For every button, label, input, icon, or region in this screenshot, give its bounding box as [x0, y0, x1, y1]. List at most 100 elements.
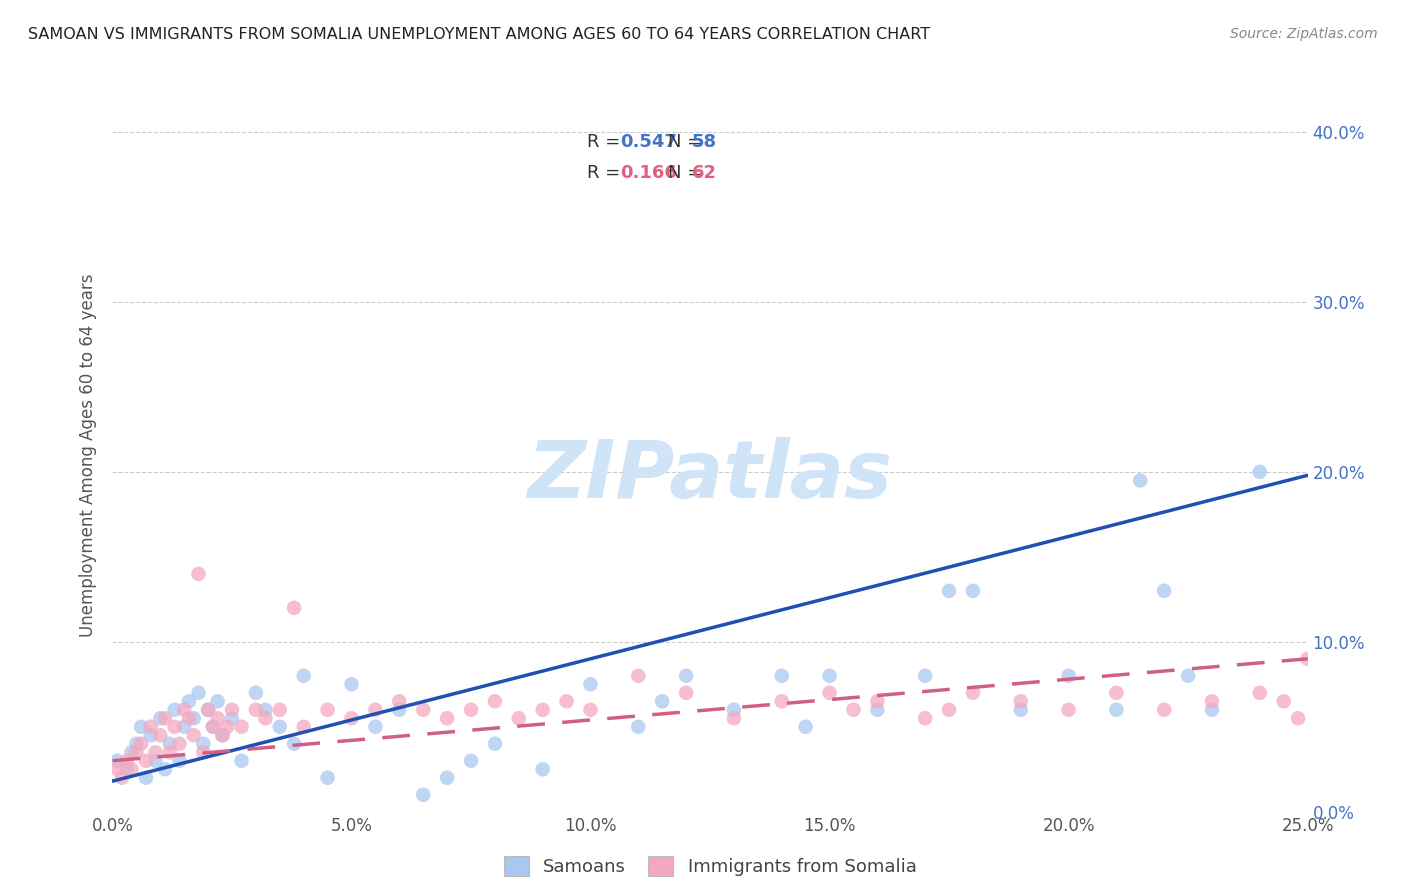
- Point: [159, 737, 181, 751]
- Point: [139, 728, 162, 742]
- Point: [211, 728, 233, 742]
- Point: [675, 686, 697, 700]
- Point: [770, 669, 793, 683]
- Point: [197, 703, 219, 717]
- Point: [221, 711, 243, 725]
- Y-axis label: Unemployment Among Ages 60 to 64 years: Unemployment Among Ages 60 to 64 years: [79, 273, 97, 637]
- Point: [938, 703, 960, 717]
- Point: [231, 720, 253, 734]
- Point: [818, 686, 841, 700]
- Point: [269, 720, 291, 734]
- Point: [231, 754, 253, 768]
- Point: [531, 703, 554, 717]
- Point: [651, 694, 673, 708]
- Point: [723, 711, 745, 725]
- Point: [187, 566, 209, 581]
- Point: [555, 694, 578, 708]
- Point: [115, 754, 138, 768]
- Point: [283, 737, 305, 751]
- Point: [201, 720, 224, 734]
- Point: [388, 694, 411, 708]
- Point: [121, 745, 143, 759]
- Text: Source: ZipAtlas.com: Source: ZipAtlas.com: [1230, 27, 1378, 41]
- Point: [149, 711, 172, 725]
- Point: [1129, 474, 1152, 488]
- Point: [197, 703, 219, 717]
- Point: [460, 703, 482, 717]
- Point: [217, 720, 239, 734]
- Point: [962, 583, 984, 598]
- Point: [169, 754, 191, 768]
- Point: [245, 703, 267, 717]
- Point: [1249, 686, 1271, 700]
- Point: [129, 737, 152, 751]
- Point: [1010, 703, 1032, 717]
- Point: [111, 771, 134, 785]
- Point: [364, 703, 387, 717]
- Point: [163, 703, 186, 717]
- Point: [121, 762, 143, 776]
- Point: [484, 694, 506, 708]
- Point: [866, 694, 889, 708]
- Point: [183, 728, 205, 742]
- Point: [254, 711, 277, 725]
- Point: [207, 694, 229, 708]
- Point: [292, 720, 315, 734]
- Point: [388, 703, 411, 717]
- Point: [914, 669, 936, 683]
- Point: [412, 703, 434, 717]
- Point: [340, 677, 363, 691]
- Point: [183, 711, 205, 725]
- Point: [1057, 703, 1080, 717]
- Text: 58: 58: [692, 134, 717, 152]
- Point: [364, 720, 387, 734]
- Point: [938, 583, 960, 598]
- Text: N =: N =: [668, 134, 709, 152]
- Point: [177, 711, 200, 725]
- Point: [794, 720, 817, 734]
- Point: [1272, 694, 1295, 708]
- Point: [627, 669, 650, 683]
- Point: [1153, 583, 1175, 598]
- Point: [627, 720, 650, 734]
- Point: [187, 686, 209, 700]
- Point: [163, 720, 186, 734]
- Point: [866, 703, 889, 717]
- Point: [207, 711, 229, 725]
- Point: [193, 745, 215, 759]
- Text: 0.166: 0.166: [620, 164, 678, 182]
- Point: [193, 737, 215, 751]
- Text: ZIPatlas: ZIPatlas: [527, 437, 893, 516]
- Point: [283, 600, 305, 615]
- Point: [531, 762, 554, 776]
- Point: [508, 711, 530, 725]
- Point: [579, 677, 602, 691]
- Point: [169, 737, 191, 751]
- Point: [484, 737, 506, 751]
- Point: [135, 771, 157, 785]
- Point: [1296, 652, 1319, 666]
- Point: [245, 686, 267, 700]
- Point: [129, 720, 152, 734]
- Point: [159, 745, 181, 759]
- Point: [173, 703, 195, 717]
- Text: N =: N =: [668, 164, 709, 182]
- Point: [675, 669, 697, 683]
- Point: [1201, 694, 1223, 708]
- Point: [1249, 465, 1271, 479]
- Point: [269, 703, 291, 717]
- Point: [153, 762, 176, 776]
- Point: [842, 703, 865, 717]
- Text: R =: R =: [586, 164, 626, 182]
- Point: [135, 754, 157, 768]
- Point: [105, 762, 128, 776]
- Point: [177, 694, 200, 708]
- Point: [105, 754, 128, 768]
- Point: [211, 728, 233, 742]
- Point: [254, 703, 277, 717]
- Point: [723, 703, 745, 717]
- Point: [125, 737, 148, 751]
- Point: [145, 745, 167, 759]
- Point: [149, 728, 172, 742]
- Point: [292, 669, 315, 683]
